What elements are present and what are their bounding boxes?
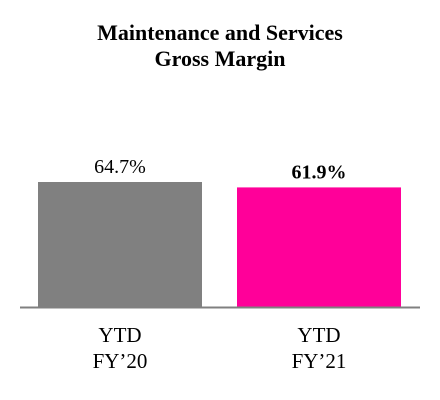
category-label-1-line-2: FY’20 bbox=[93, 349, 148, 373]
data-label-1: 64.7% bbox=[94, 156, 146, 178]
chart-title: Maintenance and Services Gross Margin bbox=[0, 20, 440, 72]
data-label-2: 61.9% bbox=[292, 161, 347, 183]
chart-title-line-1: Maintenance and Services bbox=[97, 20, 343, 45]
bar-2 bbox=[237, 187, 401, 307]
category-label-2-line-1: YTD bbox=[297, 323, 340, 347]
bar-1 bbox=[38, 182, 202, 307]
category-label-2-line-2: FY’21 bbox=[292, 349, 347, 373]
chart-title-line-2: Gross Margin bbox=[154, 46, 286, 71]
category-label-1-line-1: YTD bbox=[98, 323, 141, 347]
